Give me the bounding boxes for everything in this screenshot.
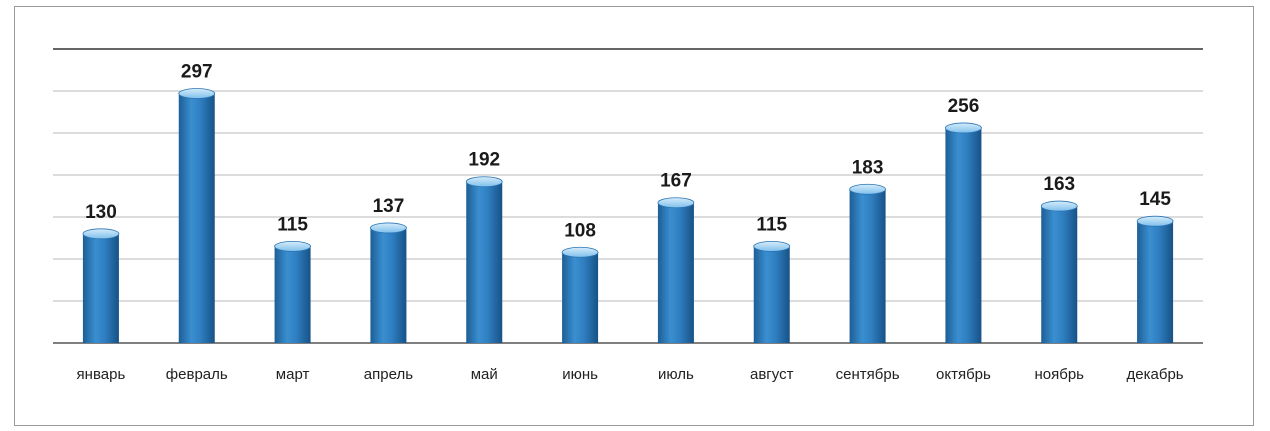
bar-7 — [657, 197, 695, 343]
value-label: 108 — [564, 220, 596, 241]
bar-chart: 130 297 115 137 192 108 167 115 183 256 163 145 янв… — [53, 48, 1203, 383]
bar-body — [753, 246, 790, 343]
bar-5 — [465, 176, 503, 343]
bar-cap — [561, 246, 599, 258]
bar-body — [82, 233, 119, 343]
bar-body — [466, 181, 503, 343]
bar-cap — [945, 122, 982, 134]
bar-8 — [753, 240, 791, 343]
value-label: 137 — [373, 196, 405, 217]
bar-body — [849, 189, 886, 343]
value-label: 167 — [660, 171, 692, 192]
value-label: 130 — [85, 202, 117, 223]
bar-9 — [849, 183, 886, 343]
value-label: 115 — [277, 214, 308, 235]
bar-cap — [1136, 215, 1174, 227]
category-labels: январь февраль март апрель май июнь июль август… — [77, 366, 1184, 383]
value-label: 115 — [756, 214, 787, 235]
category-label: март — [276, 366, 310, 383]
bar-cap — [370, 222, 407, 234]
bar-cap — [657, 197, 695, 209]
bar-body — [562, 252, 599, 343]
category-label: август — [750, 366, 794, 383]
bar-cap — [178, 88, 216, 99]
category-label: июль — [658, 366, 694, 383]
value-label: 145 — [1139, 189, 1171, 210]
bar-4 — [370, 222, 407, 343]
bar-2 — [178, 88, 216, 344]
bar-10 — [945, 122, 982, 344]
bar-11 — [1040, 200, 1078, 343]
category-label: июнь — [562, 366, 598, 383]
bars — [82, 88, 1174, 344]
bar-body — [370, 227, 407, 343]
bar-cap — [465, 176, 503, 188]
bar-body — [274, 246, 311, 343]
category-label: январь — [77, 366, 126, 383]
chart-frame: 130 297 115 137 192 108 167 115 183 256 163 145 янв… — [14, 6, 1254, 426]
bar-body — [945, 127, 982, 344]
bar-body — [1137, 221, 1174, 343]
bar-cap — [1040, 200, 1078, 212]
bar-3 — [274, 240, 311, 343]
category-label: май — [471, 366, 498, 383]
category-label: декабрь — [1127, 366, 1184, 383]
bar-1 — [82, 228, 120, 343]
bar-cap — [753, 240, 791, 252]
value-label: 297 — [181, 62, 213, 83]
category-label: октябрь — [936, 366, 991, 383]
bar-6 — [561, 246, 599, 343]
value-label: 256 — [948, 96, 980, 117]
value-label: 192 — [468, 150, 500, 171]
value-label: 183 — [852, 157, 884, 178]
gridlines — [53, 48, 1203, 344]
bar-12 — [1136, 215, 1174, 343]
data-labels: 130 297 115 137 192 108 167 115 183 256 163 145 — [85, 62, 1171, 242]
bar-cap — [82, 228, 120, 240]
bar-cap — [274, 240, 311, 252]
bar-body — [1041, 206, 1078, 343]
bar-body — [178, 93, 215, 344]
bar-cap — [849, 183, 886, 195]
category-label: ноябрь — [1035, 366, 1085, 383]
category-label: февраль — [166, 366, 228, 383]
category-label: сентябрь — [836, 366, 900, 383]
bar-body — [657, 202, 694, 343]
value-label: 163 — [1043, 174, 1075, 195]
category-label: апрель — [364, 366, 413, 383]
